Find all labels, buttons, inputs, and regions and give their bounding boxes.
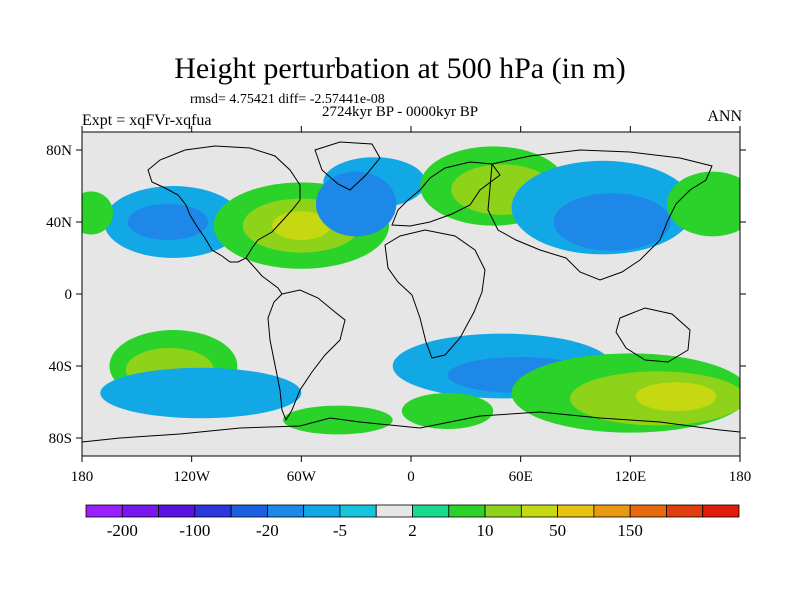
colorbar-box	[520, 504, 559, 518]
coast-north-america	[147, 145, 301, 263]
lat-tick-label: 40S	[49, 359, 72, 375]
colorbar-box	[266, 504, 305, 518]
lat-tick-label: 0	[65, 287, 73, 303]
season-label: ANN	[707, 108, 742, 125]
lat-tick-label: 40N	[46, 215, 72, 231]
colorbar-box	[375, 504, 413, 518]
coast-australia	[615, 307, 691, 363]
colorbar-box	[629, 504, 667, 518]
plot-title: Height perturbation at 500 hPa (in m)	[174, 52, 626, 85]
lon-tick-label: 180	[729, 469, 752, 485]
colorbar-box	[121, 504, 159, 518]
lon-tick-label: 60E	[509, 469, 533, 485]
colorbar-label: -5	[333, 521, 347, 540]
anomaly-region-12	[82, 191, 114, 235]
colorbar: -200 -100 -20 -5 2 10 50 150	[85, 504, 740, 540]
coast-antarctica	[82, 411, 740, 443]
anomaly-region-10	[553, 193, 671, 251]
period-label: 2724kyr BP - 0000kyr BP	[322, 104, 479, 120]
lat-tick-label: 80S	[49, 431, 72, 447]
colorbar-box	[339, 504, 377, 518]
colorbar-label: 10	[477, 521, 494, 540]
colorbar-box	[702, 504, 740, 518]
anomaly-region-22	[283, 405, 393, 435]
lat-tick-label: 80N	[46, 143, 72, 159]
anomaly-region-6	[315, 171, 397, 237]
colorbar-box	[557, 504, 595, 518]
colorbar-box	[158, 504, 196, 518]
colorbar-box	[484, 504, 522, 518]
colorbar-box	[85, 504, 123, 518]
lon-tick-label: 0	[407, 469, 415, 485]
coastlines	[82, 141, 740, 443]
coast-asia	[487, 149, 713, 281]
anomaly-region-1	[127, 204, 209, 240]
colorbar-box	[194, 504, 232, 518]
lon-tick-label: 180	[71, 469, 94, 485]
colorbar-label: -20	[256, 521, 279, 540]
rmsd-stats: rmsd= 4.75421 diff= -2.57441e-08	[190, 92, 385, 107]
colorbar-label: -100	[179, 521, 210, 540]
experiment-label: Expt = xqFVr-xqfua	[82, 112, 212, 129]
coast-greenland	[314, 141, 381, 191]
latitude-ticks: 80N 40N 0 40S 80S	[46, 143, 746, 447]
colorbar-box	[666, 504, 704, 518]
coast-central-america	[245, 257, 283, 295]
colorbar-box	[230, 504, 268, 518]
colorbar-box	[412, 504, 450, 518]
colorbar-box	[593, 504, 631, 518]
lon-tick-label: 60W	[287, 469, 317, 485]
anomaly-region-20	[635, 382, 717, 411]
anomaly-region-11	[666, 171, 740, 237]
anomaly-region-4	[272, 211, 331, 241]
anomaly-region-21	[401, 393, 494, 429]
colorbar-label: 50	[549, 521, 566, 540]
anomaly-field	[82, 146, 740, 435]
colorbar-label: -200	[107, 521, 138, 540]
colorbar-box	[448, 504, 486, 518]
colorbar-label: 150	[617, 521, 643, 540]
colorbar-label: 2	[408, 521, 417, 540]
lon-tick-label: 120W	[173, 469, 211, 485]
colorbar-box	[303, 504, 341, 518]
longitude-ticks: 180 120W 60W 0 60E 120E 180	[71, 126, 752, 485]
coast-south-america	[267, 289, 346, 422]
lon-tick-label: 120E	[614, 469, 646, 485]
anomaly-region-15	[100, 367, 302, 419]
coast-africa	[384, 229, 486, 359]
